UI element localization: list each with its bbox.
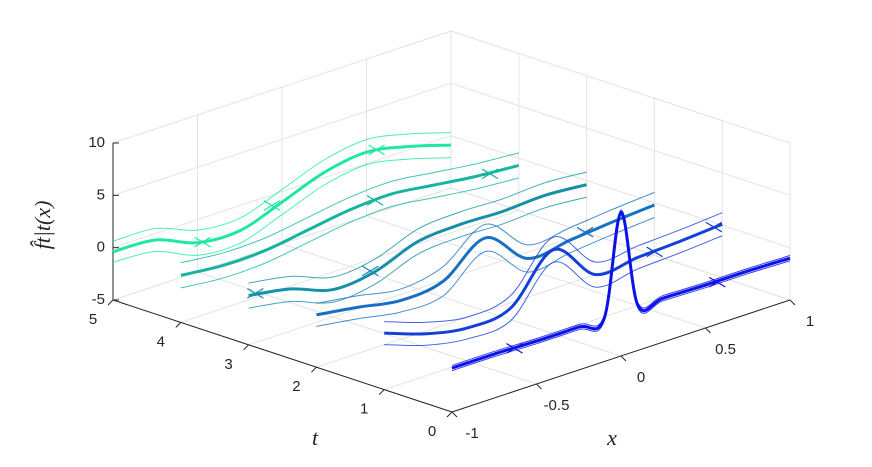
x-tick (705, 327, 711, 334)
bound-line (451, 214, 791, 372)
x-tick (451, 411, 458, 418)
grid-line (450, 30, 791, 144)
x-tick (789, 299, 796, 306)
t-tick-label: 5 (89, 311, 97, 328)
observation (361, 265, 379, 277)
t-tick (107, 299, 114, 306)
observation (247, 288, 264, 299)
x-axis-label: x (606, 425, 617, 450)
t-tick (175, 322, 182, 328)
observation (194, 236, 211, 248)
y-axis-label: f̂t|t(x) (30, 201, 55, 250)
observation (646, 246, 663, 258)
y-tick-label: 5 (97, 186, 105, 203)
t-tick-label: 4 (157, 333, 165, 350)
x-tick-label: 0 (637, 369, 645, 386)
t-tick-label: 0 (428, 423, 436, 440)
grid-line (248, 232, 587, 346)
y-tick-label: 0 (97, 239, 105, 256)
observation (576, 226, 594, 238)
t-axis-label: t (312, 425, 319, 450)
grid-line (112, 82, 452, 196)
bound-line (316, 191, 655, 304)
grid-line (450, 82, 791, 196)
bound-line (451, 209, 791, 366)
mean-line (112, 143, 452, 254)
observation (368, 144, 385, 156)
t-axis (112, 299, 453, 413)
grid-line (197, 271, 537, 385)
y-tick-label: 10 (88, 134, 105, 151)
x-tick-label: -0.5 (544, 397, 570, 414)
observation (709, 276, 726, 288)
x-tick (536, 383, 542, 390)
mean-line (316, 203, 655, 317)
observation (366, 195, 384, 206)
bound-line (180, 152, 519, 264)
mean-line (180, 163, 520, 277)
grid-line (112, 30, 452, 144)
observation (481, 168, 499, 180)
bound-line (112, 157, 452, 263)
bound-line (180, 177, 519, 289)
x-tick-label: 0.5 (715, 341, 736, 358)
observation (705, 221, 723, 233)
bound-line (384, 235, 723, 347)
mean-line (384, 222, 723, 336)
grid-line (112, 135, 452, 249)
bound-line (384, 212, 723, 323)
observation (506, 343, 523, 354)
mean-line (451, 211, 791, 370)
grid-line (450, 187, 791, 301)
mean-line (248, 183, 587, 298)
t-tick-label: 3 (224, 356, 232, 373)
grid-line (281, 243, 622, 357)
bound-line (248, 171, 587, 284)
t-tick (446, 411, 453, 418)
bound-line (248, 196, 587, 309)
observation (263, 200, 281, 211)
t-tick (243, 344, 249, 351)
t-tick (378, 389, 385, 395)
grid-line (450, 135, 791, 249)
x-tick-label: 1 (806, 313, 814, 330)
t-tick-label: 2 (292, 378, 300, 395)
y-tick-label: -5 (92, 291, 105, 308)
x-tick-label: -1 (465, 425, 478, 442)
bound-line (112, 132, 452, 242)
t-tick-label: 1 (360, 401, 368, 418)
t-tick (311, 366, 317, 373)
x-tick (620, 355, 627, 362)
bound-line (316, 217, 655, 327)
grid-line (180, 209, 519, 323)
